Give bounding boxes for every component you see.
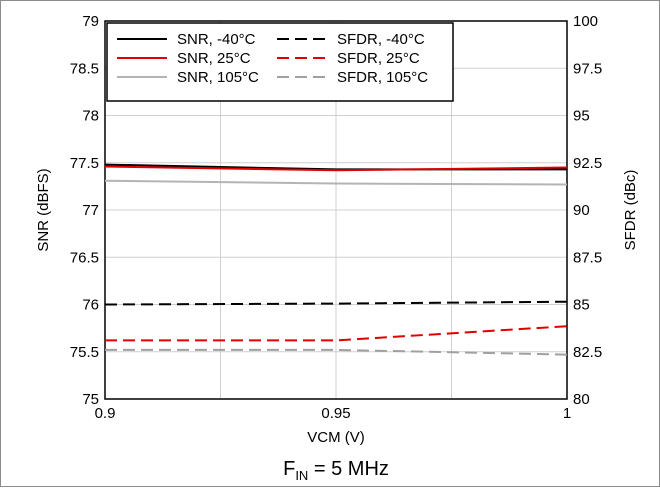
legend-box bbox=[106, 22, 454, 102]
x-tick-label: 0.95 bbox=[321, 405, 350, 422]
legend-label: SNR, 25°C bbox=[177, 50, 251, 67]
left-tick-label: 75 bbox=[82, 391, 99, 408]
left-tick-label: 76.5 bbox=[70, 249, 99, 266]
left-tick-label: 79 bbox=[82, 13, 99, 30]
series-line bbox=[105, 325, 568, 342]
series-line bbox=[104, 300, 568, 306]
right-y-axis-label: SFDR (dBc) bbox=[622, 170, 639, 251]
series-line bbox=[104, 165, 568, 172]
legend-label: SFDR, 105°C bbox=[337, 69, 428, 86]
caption-main: F bbox=[283, 458, 295, 480]
x-axis-label: VCM (V) bbox=[307, 429, 365, 446]
left-y-axis-label: SNR (dBFS) bbox=[35, 168, 52, 251]
plot-border bbox=[104, 20, 568, 400]
right-tick-label: 92.5 bbox=[573, 155, 602, 172]
left-tick-label: 78 bbox=[82, 108, 99, 125]
right-tick-label: 100 bbox=[573, 13, 598, 30]
caption-subscript: IN bbox=[295, 468, 308, 483]
left-tick-label: 77.5 bbox=[70, 155, 99, 172]
legend-label: SFDR, -40°C bbox=[337, 31, 425, 48]
legend: SNR, -40°C SFDR, -40°C SNR, 25°C SFDR, 25°C… bbox=[106, 22, 454, 102]
series-line bbox=[104, 179, 568, 186]
x-tick-label: 1 bbox=[563, 405, 571, 422]
legend-label: SNR, -40°C bbox=[177, 31, 256, 48]
series-group bbox=[104, 163, 568, 356]
legend-label: SNR, 105°C bbox=[177, 69, 259, 86]
caption-rest: = 5 MHz bbox=[308, 458, 389, 480]
x-tick-label: 0.9 bbox=[95, 405, 116, 422]
right-tick-label: 82.5 bbox=[573, 344, 602, 361]
right-tick-label: 90 bbox=[573, 202, 590, 219]
left-tick-label: 76 bbox=[82, 297, 99, 314]
tick-labels: 75 75.5 76 76.5 77 77.5 78 78.5 79 80 82.5 85 87.5 90… bbox=[70, 13, 602, 422]
right-tick-label: 85 bbox=[573, 297, 590, 314]
right-tick-label: 97.5 bbox=[573, 60, 602, 77]
series-line bbox=[105, 348, 568, 356]
right-tick-label: 87.5 bbox=[573, 249, 602, 266]
chart-caption: FIN = 5 MHz bbox=[283, 458, 389, 483]
left-tick-label: 75.5 bbox=[70, 344, 99, 361]
left-tick-label: 78.5 bbox=[70, 60, 99, 77]
legend-label: SFDR, 25°C bbox=[337, 50, 420, 67]
right-tick-label: 80 bbox=[573, 391, 590, 408]
right-tick-label: 95 bbox=[573, 108, 590, 125]
left-tick-label: 77 bbox=[82, 202, 99, 219]
